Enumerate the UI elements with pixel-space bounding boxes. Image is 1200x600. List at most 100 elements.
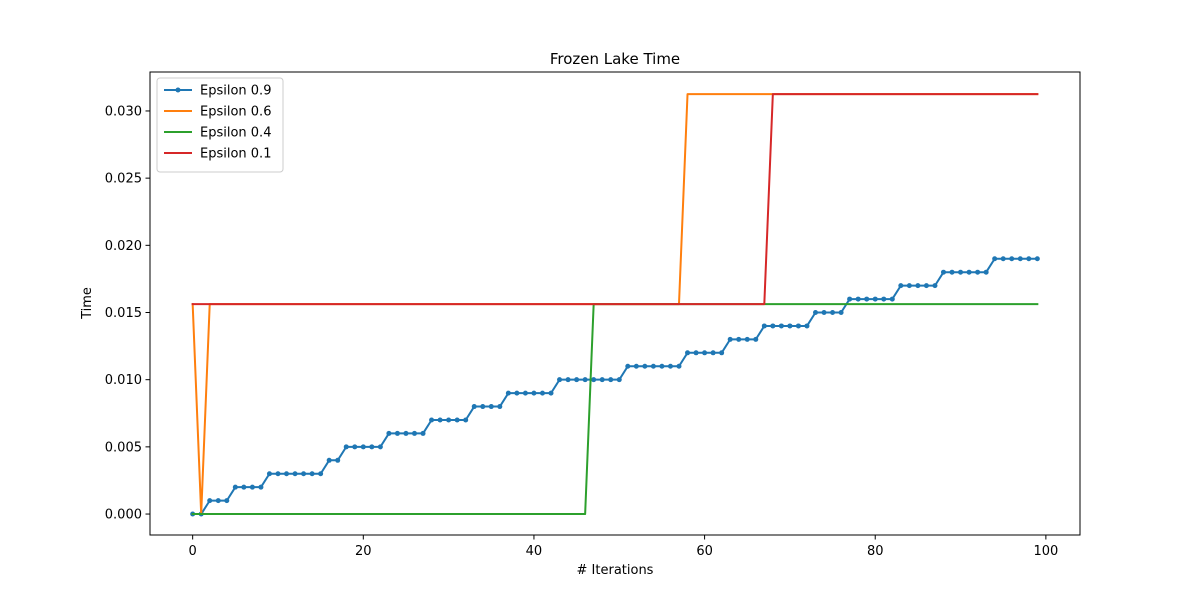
data-point bbox=[864, 296, 870, 302]
data-point bbox=[1009, 256, 1015, 262]
data-point bbox=[429, 417, 435, 423]
data-point bbox=[394, 430, 400, 436]
data-point bbox=[548, 390, 554, 396]
data-point bbox=[744, 336, 750, 342]
data-point bbox=[1034, 256, 1040, 262]
data-point bbox=[284, 471, 290, 477]
y-axis-label: Time bbox=[80, 287, 95, 320]
data-point bbox=[318, 471, 324, 477]
data-point bbox=[804, 323, 810, 329]
y-tick-label: 0.030 bbox=[105, 104, 142, 119]
data-point bbox=[377, 444, 383, 450]
data-point bbox=[335, 457, 341, 463]
plot-frame bbox=[149, 71, 1081, 536]
x-tick-label: 20 bbox=[355, 544, 372, 559]
legend-label: Epsilon 0.1 bbox=[200, 147, 271, 162]
data-point bbox=[633, 363, 639, 369]
data-point bbox=[454, 417, 460, 423]
legend-item: Epsilon 0.4 bbox=[164, 126, 271, 141]
x-tick-label: 40 bbox=[526, 544, 543, 559]
y-tick-label: 0.015 bbox=[105, 306, 142, 321]
data-point bbox=[565, 377, 571, 383]
data-point bbox=[437, 417, 443, 423]
legend-label: Epsilon 0.6 bbox=[200, 105, 271, 120]
data-point bbox=[591, 377, 597, 383]
legend-item: Epsilon 0.6 bbox=[164, 105, 271, 120]
data-point bbox=[505, 390, 511, 396]
x-tick-label: 100 bbox=[1033, 544, 1058, 559]
data-point bbox=[787, 323, 793, 329]
data-point bbox=[1017, 256, 1023, 262]
data-point bbox=[761, 323, 767, 329]
data-point bbox=[983, 269, 989, 275]
data-point bbox=[420, 430, 426, 436]
data-point bbox=[224, 498, 230, 504]
data-point bbox=[574, 377, 580, 383]
chart-title: Frozen Lake Time bbox=[550, 50, 680, 68]
data-point bbox=[881, 296, 887, 302]
data-point bbox=[249, 484, 255, 490]
data-point bbox=[693, 350, 699, 356]
data-point bbox=[557, 377, 563, 383]
data-point bbox=[872, 296, 878, 302]
data-point bbox=[932, 283, 938, 289]
data-point bbox=[685, 350, 691, 356]
data-point bbox=[667, 363, 673, 369]
data-point bbox=[642, 363, 648, 369]
data-point bbox=[258, 484, 264, 490]
x-axis: 0 20 40 60 80 100 bbox=[189, 535, 1058, 559]
data-point bbox=[923, 283, 929, 289]
data-point bbox=[522, 390, 528, 396]
data-point bbox=[719, 350, 725, 356]
data-point bbox=[975, 269, 981, 275]
data-point bbox=[915, 283, 921, 289]
data-point bbox=[292, 471, 298, 477]
data-point bbox=[821, 310, 827, 315]
legend-label: Epsilon 0.4 bbox=[200, 126, 271, 141]
data-point bbox=[608, 377, 614, 383]
data-point bbox=[343, 444, 349, 450]
series-line bbox=[191, 257, 1039, 516]
data-point bbox=[480, 404, 486, 410]
data-point bbox=[275, 471, 281, 477]
data-point bbox=[770, 323, 776, 329]
data-point bbox=[497, 404, 503, 410]
series-layer bbox=[190, 93, 1040, 517]
data-point bbox=[949, 269, 955, 275]
data-point bbox=[659, 363, 665, 369]
data-point bbox=[650, 363, 656, 369]
x-axis-label: # Iterations bbox=[577, 563, 654, 578]
y-tick-label: 0.000 bbox=[105, 508, 142, 523]
data-point bbox=[847, 296, 853, 302]
data-point bbox=[813, 310, 818, 315]
data-point bbox=[778, 323, 784, 329]
data-point bbox=[992, 256, 998, 262]
y-tick-label: 0.010 bbox=[105, 373, 142, 388]
data-point bbox=[215, 498, 221, 504]
data-point bbox=[727, 336, 733, 342]
data-point bbox=[326, 457, 332, 463]
y-tick-label: 0.025 bbox=[105, 172, 142, 187]
x-tick-label: 80 bbox=[867, 544, 884, 559]
x-tick-label: 60 bbox=[696, 544, 713, 559]
data-point bbox=[582, 377, 588, 383]
series-line bbox=[191, 93, 1039, 306]
legend-label: Epsilon 0.9 bbox=[200, 84, 271, 99]
data-point bbox=[1026, 256, 1032, 262]
data-point bbox=[514, 390, 520, 396]
data-point bbox=[889, 296, 895, 302]
data-point bbox=[446, 417, 452, 423]
series-line bbox=[191, 303, 1039, 516]
series-epsilon-0-9 bbox=[190, 256, 1040, 517]
data-point bbox=[676, 363, 682, 369]
y-tick-label: 0.020 bbox=[105, 239, 142, 254]
data-point bbox=[412, 430, 417, 436]
data-point bbox=[702, 350, 708, 356]
y-tick-label: 0.005 bbox=[105, 440, 142, 455]
data-point bbox=[207, 498, 213, 504]
data-point bbox=[471, 404, 477, 410]
data-point bbox=[753, 336, 759, 342]
data-point bbox=[958, 269, 964, 275]
data-point bbox=[360, 444, 366, 450]
